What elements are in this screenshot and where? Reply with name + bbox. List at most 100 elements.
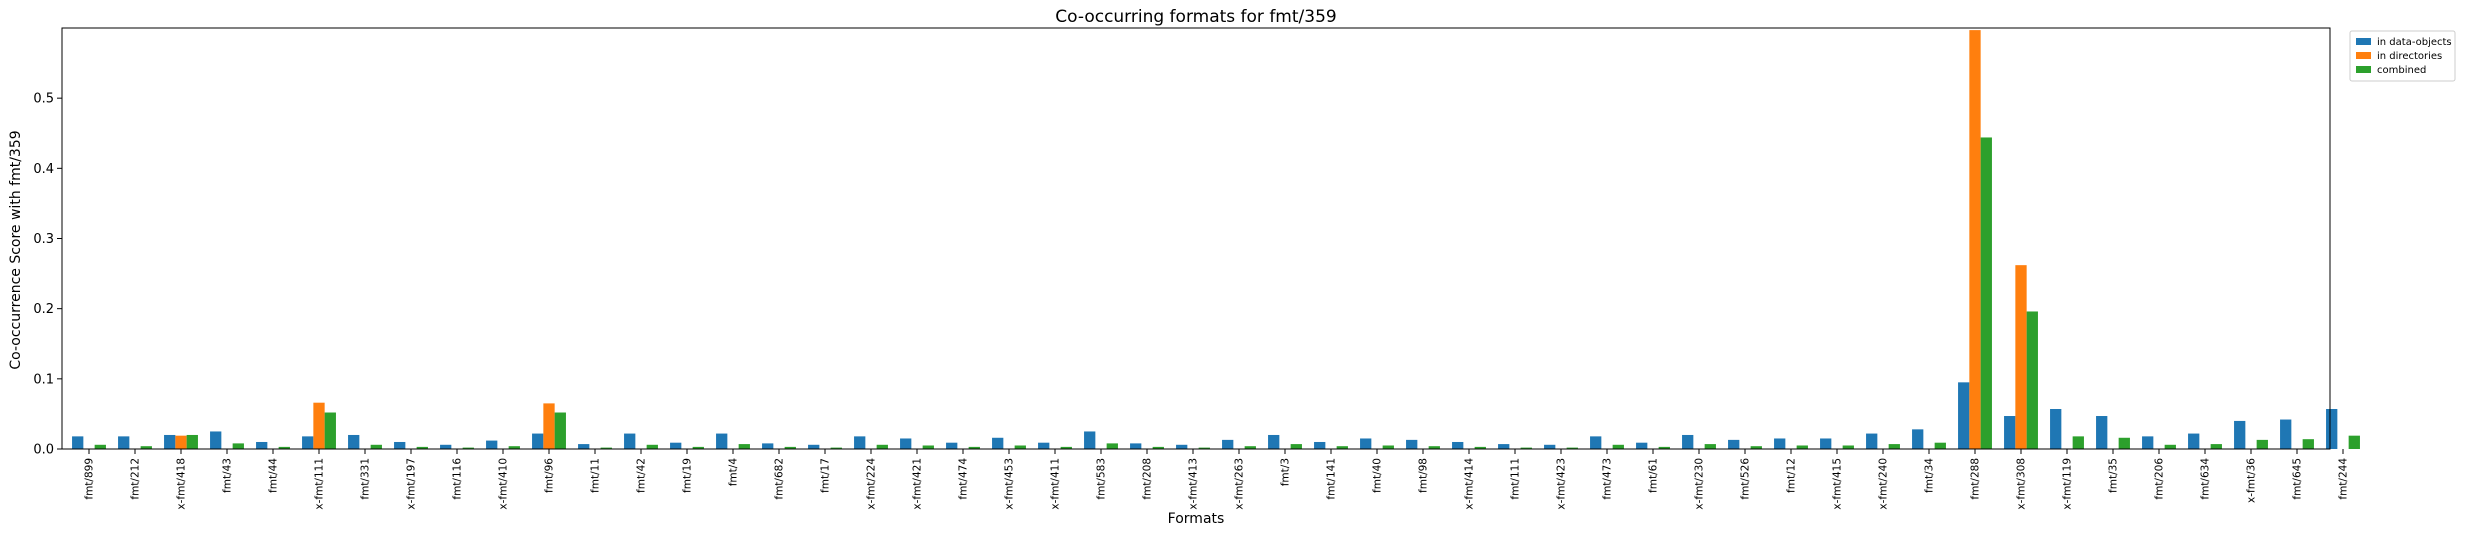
y-axis: 0.0 0.1 0.2 0.3 0.4 0.5 (33, 92, 62, 458)
bar-combined-fmt/526 (1750, 446, 1762, 449)
bar-in-data-objects-fmt/645 (2280, 419, 2292, 449)
x-tick-label: x-fmt/453 (1004, 458, 1016, 510)
x-tick-label: x-fmt/410 (498, 458, 510, 510)
bar-combined-fmt/98 (1428, 446, 1440, 449)
bar-in-data-objects-x-fmt/410 (486, 440, 498, 449)
bar-combined-fmt/96 (554, 412, 566, 449)
x-tick-label: fmt/141 (1326, 458, 1338, 500)
bar-in-directories-x-fmt/111 (313, 402, 325, 449)
bar-in-data-objects-x-fmt/415 (1820, 438, 1832, 449)
x-tick-label: fmt/98 (1418, 458, 1430, 493)
x-tick-label: fmt/583 (1096, 458, 1108, 500)
x-tick-label: fmt/96 (544, 458, 556, 493)
bar-in-data-objects-x-fmt/230 (1682, 434, 1694, 449)
x-tick-label: x-fmt/119 (2062, 458, 2074, 510)
bars-layer (72, 30, 2360, 450)
bar-in-data-objects-fmt/11 (578, 444, 590, 449)
bar-in-data-objects-fmt/40 (1360, 438, 1372, 449)
bar-in-data-objects-fmt/474 (946, 442, 958, 449)
bar-combined-fmt/212 (140, 446, 152, 449)
bar-in-data-objects-x-fmt/421 (900, 438, 912, 449)
plot-area-frame (61, 27, 2331, 450)
bar-in-data-objects-fmt/34 (1912, 429, 1924, 449)
bar-combined-fmt/111 (1520, 447, 1532, 449)
x-axis-label: Formats (1168, 511, 1225, 527)
bar-in-data-objects-fmt/17 (808, 444, 820, 449)
bar-in-data-objects-fmt/206 (2142, 436, 2154, 449)
x-tick-label: x-fmt/413 (1188, 458, 1200, 510)
bar-combined-fmt/12 (1796, 445, 1808, 449)
bar-combined-x-fmt/230 (1704, 444, 1716, 449)
bar-in-data-objects-x-fmt/423 (1544, 444, 1556, 449)
bar-in-data-objects-fmt/35 (2096, 416, 2108, 449)
bar-combined-fmt/3 (1290, 444, 1302, 449)
x-tick-label: fmt/35 (2108, 458, 2120, 493)
x-tick-label: fmt/61 (1648, 458, 1660, 493)
bar-combined-x-fmt/415 (1842, 445, 1854, 449)
x-tick-label: x-fmt/224 (866, 458, 878, 510)
bar-in-data-objects-fmt/42 (624, 433, 636, 449)
bar-in-data-objects-x-fmt/111 (302, 436, 314, 449)
x-tick-label: fmt/116 (452, 458, 464, 500)
bar-in-directories-x-fmt/308 (2015, 265, 2027, 449)
bar-combined-x-fmt/119 (2072, 436, 2084, 449)
bar-combined-fmt/331 (370, 444, 382, 449)
bar-combined-x-fmt/423 (1566, 447, 1578, 449)
bar-combined-fmt/42 (646, 444, 658, 449)
x-tick-label: fmt/3 (1280, 458, 1292, 486)
x-tick-label: x-fmt/36 (2246, 458, 2258, 503)
x-tick-label: fmt/244 (2338, 458, 2350, 500)
legend-label: combined (2377, 65, 2426, 76)
x-tick-label: x-fmt/423 (1556, 458, 1568, 510)
bar-in-data-objects-fmt/331 (348, 434, 360, 449)
bar-in-data-objects-x-fmt/36 (2234, 420, 2246, 449)
bar-in-data-objects-fmt/43 (210, 431, 222, 449)
bar-in-data-objects-x-fmt/224 (854, 436, 866, 449)
x-tick-label: x-fmt/411 (1050, 458, 1062, 510)
bar-in-data-objects-x-fmt/411 (1038, 442, 1050, 449)
bar-combined-x-fmt/308 (2026, 311, 2038, 449)
bar-combined-x-fmt/224 (876, 444, 888, 449)
bar-in-data-objects-fmt/12 (1774, 438, 1786, 449)
bar-combined-fmt/35 (2118, 437, 2130, 449)
bar-in-data-objects-fmt/19 (670, 442, 682, 449)
x-tick-label: fmt/12 (1786, 458, 1798, 493)
bar-in-directories-x-fmt/418 (175, 435, 187, 449)
bar-combined-fmt/44 (278, 446, 290, 449)
bar-in-data-objects-fmt/473 (1590, 436, 1602, 449)
x-tick-label: fmt/645 (2292, 458, 2304, 500)
bar-combined-fmt/4 (738, 444, 750, 449)
bar-combined-fmt/473 (1612, 444, 1624, 449)
bar-combined-fmt/141 (1336, 446, 1348, 449)
x-tick-label: fmt/288 (1970, 458, 1982, 500)
y-tick-label: 0.5 (33, 92, 54, 107)
y-tick-label: 0.1 (33, 372, 54, 387)
bar-in-data-objects-fmt/116 (440, 444, 452, 449)
bar-combined-x-fmt/414 (1474, 446, 1486, 449)
bar-combined-fmt/206 (2164, 444, 2176, 449)
bar-in-data-objects-x-fmt/119 (2050, 409, 2062, 449)
bar-in-directories-fmt/288 (1969, 30, 1981, 450)
x-tick-label: fmt/208 (1142, 458, 1154, 500)
x-tick-label: fmt/111 (1510, 458, 1522, 500)
x-tick-label: fmt/17 (820, 458, 832, 493)
x-axis: fmt/899 fmt/212 x-fmt/418 fmt/43 fmt/44 x-fmt… (84, 449, 2350, 510)
legend-label: in data-objects (2377, 37, 2452, 48)
x-tick-label: x-fmt/415 (1832, 458, 1844, 510)
bar-combined-fmt/899 (94, 444, 106, 449)
bar-combined-fmt/208 (1152, 446, 1164, 449)
bar-combined-fmt/11 (600, 447, 612, 449)
bar-in-data-objects-fmt/526 (1728, 439, 1740, 449)
x-tick-label: fmt/34 (1924, 458, 1936, 493)
bar-combined-fmt/634 (2210, 444, 2222, 449)
y-tick-label: 0.3 (33, 232, 54, 247)
x-tick-label: fmt/331 (360, 458, 372, 500)
x-tick-label: x-fmt/308 (2016, 458, 2028, 510)
bar-combined-fmt/244 (2348, 435, 2360, 449)
x-tick-label: x-fmt/111 (314, 458, 326, 510)
bar-combined-x-fmt/418 (186, 434, 198, 449)
bar-in-data-objects-fmt/583 (1084, 431, 1096, 449)
bar-combined-x-fmt/240 (1888, 444, 1900, 449)
y-axis-label: Co-occurrence Score with fmt/359 (8, 130, 24, 369)
